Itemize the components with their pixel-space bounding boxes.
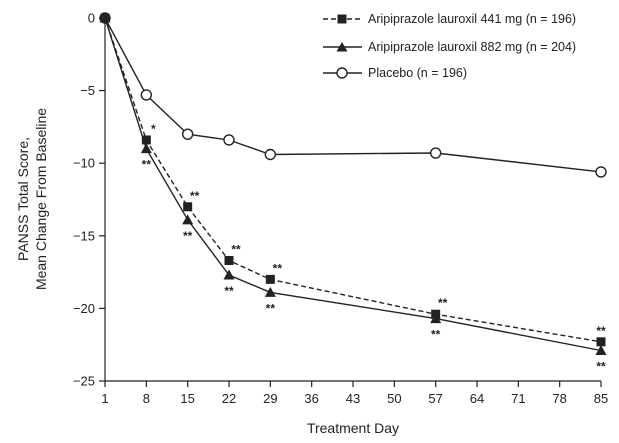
data-point-square — [183, 202, 193, 212]
y-tick-label: −15 — [73, 228, 95, 243]
x-tick-label: 36 — [304, 391, 318, 406]
data-point-circle — [140, 89, 153, 101]
legend-label-placebo: Placebo (n = 196) — [368, 66, 467, 80]
x-axis-title: Treatment Day — [307, 420, 399, 436]
significance-markers: *********************** — [142, 122, 606, 374]
y-axis-title-line-2: Mean Change From Baseline — [33, 108, 49, 290]
x-tick-label: 85 — [594, 391, 608, 406]
legend-marker-square — [337, 14, 347, 24]
data-point-triangle — [223, 269, 235, 280]
x-tick-label: 15 — [180, 391, 194, 406]
data-point-circle — [223, 134, 235, 146]
y-tick-label: −5 — [80, 83, 95, 98]
legend-label-882: Aripiprazole lauroxil 882 mg (n = 204) — [368, 40, 576, 54]
x-tick-label: 71 — [511, 391, 525, 406]
data-point-square — [431, 309, 441, 319]
significance-882: ** — [183, 229, 193, 243]
data-point-triangle — [182, 214, 194, 225]
x-tick-label: 50 — [387, 391, 401, 406]
legend: Aripiprazole lauroxil 441 mg (n = 196) A… — [323, 12, 576, 80]
significance-441: ** — [273, 261, 283, 275]
legend-marker-triangle — [336, 42, 348, 52]
y-tick-label: −25 — [73, 374, 95, 389]
data-point-circle — [595, 166, 607, 178]
x-ticks: 1 8 15 22 29 36 43 50 57 64 71 78 85 — [101, 381, 608, 406]
x-tick-label: 64 — [470, 391, 484, 406]
x-tick-label: 57 — [428, 391, 442, 406]
significance-441: ** — [438, 296, 448, 310]
legend-marker-circle — [336, 67, 348, 79]
data-point-circle — [181, 128, 194, 140]
significance-441: ** — [596, 324, 606, 338]
data-point-circle — [429, 147, 442, 159]
significance-441: ** — [231, 242, 241, 256]
significance-882: ** — [224, 284, 234, 298]
series-layer — [99, 12, 607, 356]
significance-882: ** — [596, 360, 606, 374]
series-line-1 — [104, 17, 602, 352]
x-tick-label: 78 — [552, 391, 566, 406]
data-point-triangle — [595, 345, 607, 356]
y-axis-title-line-1: PANSS Total Score, — [15, 137, 31, 261]
legend-label-441: Aripiprazole lauroxil 441 mg (n = 196) — [368, 12, 576, 26]
legend-item-placebo: Placebo (n = 196) — [323, 66, 467, 80]
data-point-square — [100, 13, 110, 23]
data-point-square — [265, 274, 275, 284]
significance-441: ** — [190, 189, 200, 203]
x-tick-label: 22 — [222, 391, 236, 406]
data-point-circle — [264, 148, 277, 161]
data-point-square — [141, 135, 151, 145]
y-axis-title: PANSS Total Score, Mean Change From Base… — [15, 108, 49, 290]
data-point-square — [224, 255, 234, 265]
x-tick-label: 29 — [263, 391, 277, 406]
legend-item-441: Aripiprazole lauroxil 441 mg (n = 196) — [323, 12, 576, 26]
significance-882: ** — [142, 158, 152, 172]
series-line-0 — [104, 17, 602, 343]
data-point-triangle — [140, 143, 152, 154]
y-tick-label: −10 — [73, 156, 95, 171]
data-point-triangle — [264, 286, 276, 297]
x-tick-label: 43 — [346, 391, 360, 406]
significance-441: * — [151, 122, 156, 136]
y-ticks: 0 −5 −10 −15 −20 −25 — [73, 11, 105, 389]
significance-882: ** — [266, 301, 276, 315]
x-tick-label: 1 — [101, 391, 108, 406]
significance-882: ** — [431, 328, 441, 342]
y-tick-label: −20 — [73, 301, 95, 316]
data-point-square — [596, 337, 606, 347]
y-tick-label: 0 — [88, 11, 95, 26]
legend-item-882: Aripiprazole lauroxil 882 mg (n = 204) — [323, 40, 576, 54]
x-tick-label: 8 — [143, 391, 150, 406]
